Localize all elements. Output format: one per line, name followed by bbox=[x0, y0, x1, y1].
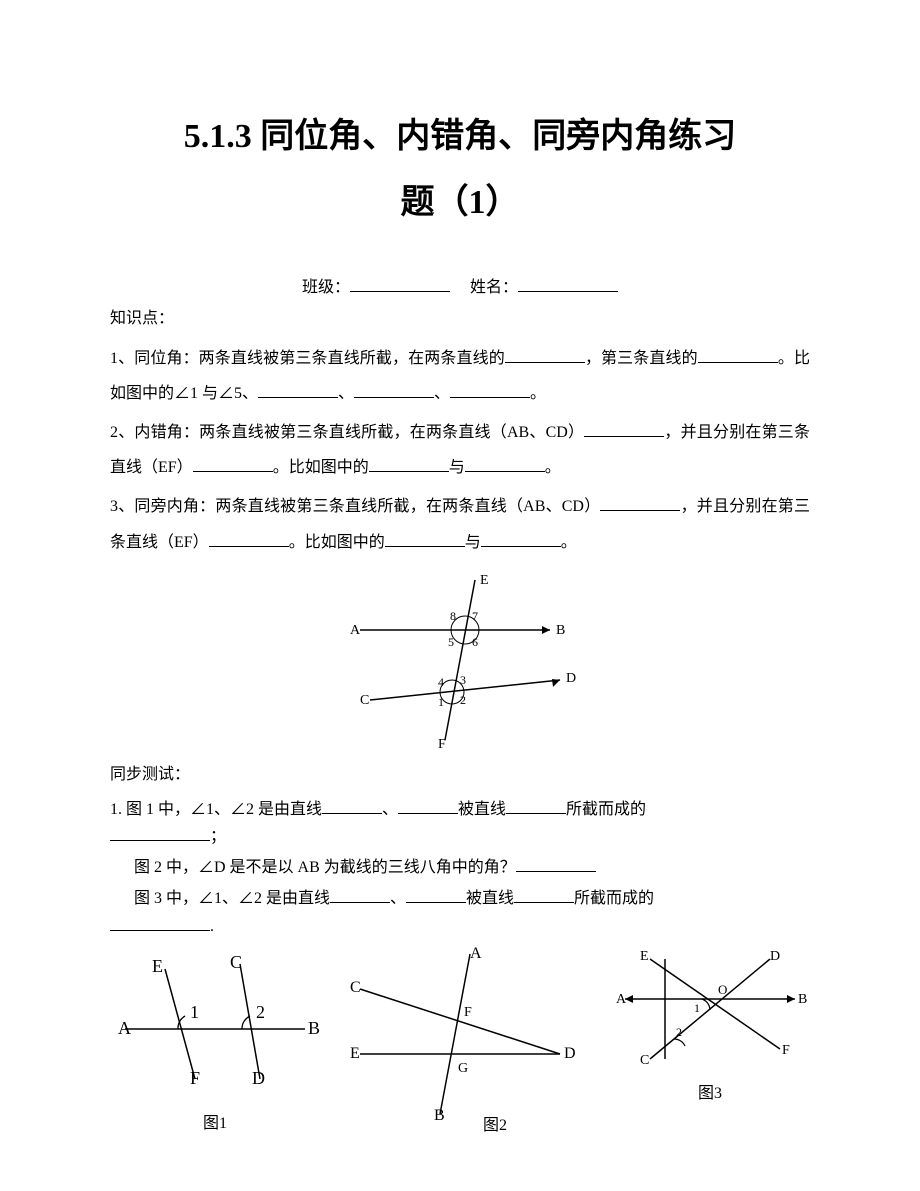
svg-text:8: 8 bbox=[450, 609, 456, 623]
svg-text:D: D bbox=[566, 671, 576, 686]
knowledge-diagram: E A B C D F 8 7 5 6 4 3 1 2 bbox=[110, 570, 810, 755]
figure-3: O E D A B C F 1 2 图3 bbox=[610, 944, 810, 1103]
svg-text:E: E bbox=[480, 573, 489, 588]
knowledge-1: 1、同位角：两条直线被第三条直线所截，在两条直线的，第三条直线的。比如图中的∠1… bbox=[110, 341, 810, 411]
svg-text:B: B bbox=[798, 992, 807, 1007]
svg-text:C: C bbox=[230, 952, 242, 972]
knowledge-2: 2、内错角：两条直线被第三条直线所截，在两条直线（AB、CD），并且分别在第三条… bbox=[110, 415, 810, 485]
figure-3-caption: 图3 bbox=[610, 1079, 810, 1103]
svg-text:D: D bbox=[252, 1068, 265, 1088]
svg-text:B: B bbox=[434, 1107, 445, 1124]
name-blank bbox=[518, 275, 618, 292]
svg-text:1: 1 bbox=[694, 1001, 700, 1015]
svg-text:D: D bbox=[564, 1045, 576, 1062]
page-title: 5.1.3 同位角、内错角、同旁内角练习 bbox=[110, 110, 810, 164]
svg-text:O: O bbox=[718, 982, 727, 997]
svg-text:E: E bbox=[152, 956, 163, 976]
svg-text:F: F bbox=[782, 1043, 790, 1058]
knowledge-3: 3、同旁内角：两条直线被第三条直线所截，在两条直线（AB、CD），并且分别在第三… bbox=[110, 489, 810, 559]
sync-heading: 同步测试： bbox=[110, 757, 810, 792]
svg-text:3: 3 bbox=[460, 673, 466, 687]
figure-1: E C A B F D 1 2 图1 bbox=[110, 944, 320, 1133]
svg-text:F: F bbox=[190, 1068, 200, 1088]
svg-text:2: 2 bbox=[256, 1002, 265, 1022]
figure-row: E C A B F D 1 2 图1 A C bbox=[110, 944, 810, 1135]
svg-text:A: A bbox=[616, 992, 627, 1007]
svg-text:A: A bbox=[470, 945, 482, 962]
svg-text:1: 1 bbox=[190, 1002, 199, 1022]
svg-text:A: A bbox=[118, 1018, 131, 1038]
svg-text:5: 5 bbox=[448, 635, 454, 649]
svg-text:B: B bbox=[308, 1018, 320, 1038]
svg-text:C: C bbox=[350, 979, 361, 996]
svg-text:4: 4 bbox=[438, 675, 444, 689]
figure-2: A C F E D G B 图2 bbox=[340, 944, 590, 1135]
question-1: 1. 图 1 中，∠1、∠2 是由直线、被直线所截而成的； bbox=[110, 796, 810, 850]
svg-text:7: 7 bbox=[472, 609, 478, 623]
svg-text:2: 2 bbox=[460, 693, 466, 707]
name-label: 姓名： bbox=[470, 279, 518, 296]
svg-text:F: F bbox=[438, 737, 446, 750]
class-label: 班级： bbox=[302, 279, 350, 296]
svg-text:B: B bbox=[556, 623, 565, 638]
svg-text:C: C bbox=[640, 1053, 649, 1068]
svg-text:D: D bbox=[770, 949, 780, 964]
student-info: 班级： 姓名： bbox=[110, 273, 810, 297]
page-subtitle: 题（1） bbox=[110, 174, 810, 223]
svg-text:E: E bbox=[350, 1045, 360, 1062]
knowledge-heading: 知识点： bbox=[110, 301, 810, 336]
question-3: 图 3 中，∠1、∠2 是由直线、被直线所截而成的. bbox=[110, 885, 810, 939]
question-2: 图 2 中，∠D 是不是以 AB 为截线的三线八角中的角？ bbox=[110, 854, 810, 881]
svg-text:A: A bbox=[350, 623, 361, 638]
svg-text:F: F bbox=[464, 1005, 472, 1020]
svg-text:G: G bbox=[458, 1061, 468, 1076]
svg-text:C: C bbox=[360, 693, 369, 708]
svg-text:6: 6 bbox=[472, 635, 478, 649]
figure-1-caption: 图1 bbox=[110, 1109, 320, 1133]
svg-text:E: E bbox=[640, 949, 649, 964]
svg-text:2: 2 bbox=[676, 1025, 682, 1039]
class-blank bbox=[350, 275, 450, 292]
svg-text:1: 1 bbox=[438, 695, 444, 709]
